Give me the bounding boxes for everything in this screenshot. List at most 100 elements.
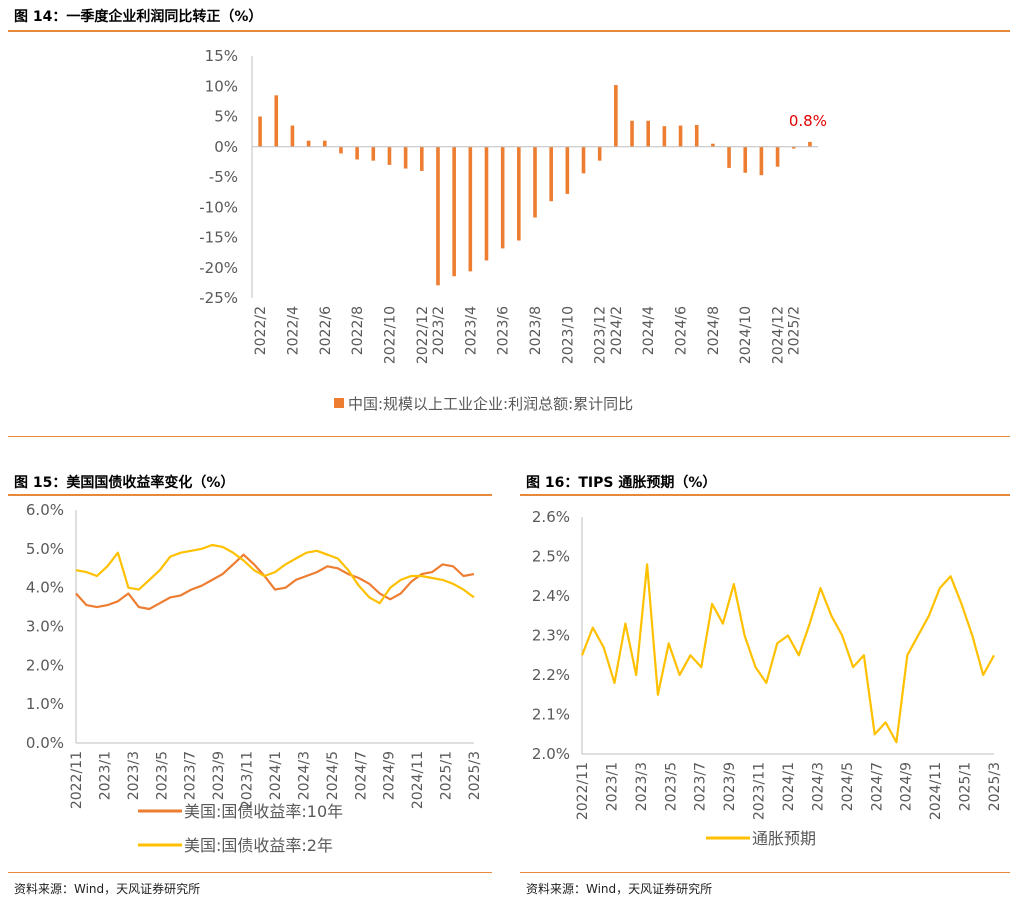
- fig15-ytick-label: 0.0%: [26, 734, 64, 752]
- fig15-xtick-label: 2024/3: [296, 751, 312, 800]
- fig14-bar: [533, 146, 537, 218]
- fig14-bar: [484, 146, 489, 261]
- fig16-ytick-label: 2.2%: [532, 666, 570, 684]
- fig14-xtick-label: 2023/12: [593, 306, 609, 364]
- fig14-legend-swatch: [334, 398, 344, 408]
- fig14-bar: [581, 146, 586, 174]
- fig14-xtick-label: 2023/4: [463, 306, 479, 355]
- fig14-ytick-label: 0%: [214, 138, 238, 156]
- fig14-ytick-label: 5%: [214, 108, 238, 126]
- fig14-bar: [420, 146, 424, 171]
- fig15-xtick-label: 2023/7: [183, 751, 199, 800]
- fig15-ytick-label: 5.0%: [26, 540, 64, 558]
- fig15-top-rule: [8, 494, 492, 496]
- fig16-ytick-label: 2.4%: [532, 587, 570, 605]
- fig16-xtick-label: 2024/9: [899, 762, 915, 811]
- fig14-ytick-label: -10%: [199, 198, 238, 216]
- fig14-bar: [500, 146, 505, 249]
- fig16-ytick-label: 2.3%: [532, 627, 570, 645]
- fig14-bar: [711, 143, 715, 147]
- fig14-bar: [306, 140, 311, 147]
- fig15-xtick-label: 2024/11: [410, 751, 426, 809]
- fig16-xtick-label: 2024/7: [869, 762, 885, 811]
- fig15-xtick-label: 2024/7: [353, 751, 369, 800]
- fig15-legend-label: 美国:国债收益率:10年: [184, 802, 343, 821]
- fig16-source: 资料来源：Wind，天风证券研究所: [526, 882, 713, 896]
- fig14-ytick-label: -15%: [199, 229, 238, 247]
- fig14-bottom-rule: [8, 436, 1010, 437]
- fig15-xtick-label: 2024/5: [325, 751, 341, 800]
- fig16-series-line: [580, 563, 995, 744]
- fig14-xtick-label: 2024/12: [771, 306, 787, 364]
- fig14-title: 图 14：一季度企业利润同比转正（%）: [14, 9, 263, 25]
- fig15-bottom-rule: [8, 872, 492, 873]
- fig16-top-rule: [520, 494, 1010, 496]
- fig15-xtick-label: 2024/9: [382, 751, 398, 800]
- fig14-bar: [436, 146, 440, 286]
- fig14-xtick-label: 2022/6: [318, 306, 334, 355]
- fig15-xtick-label: 2023/9: [211, 751, 227, 800]
- fig15-xtick-label: 2023/11: [240, 751, 256, 809]
- fig14-xtick-label: 2022/10: [382, 306, 398, 364]
- fig14-bar: [630, 120, 634, 147]
- fig16-xtick-label: 2023/1: [604, 762, 620, 811]
- fig14-ytick-label: 10%: [205, 77, 238, 95]
- fig14-bar: [614, 85, 618, 147]
- fig16-ytick-label: 2.5%: [532, 548, 570, 566]
- fig16-xtick-label: 2024/5: [840, 762, 856, 811]
- fig14-xtick-label: 2022/8: [350, 306, 366, 355]
- fig14-bar: [452, 146, 456, 277]
- fig14-xtick-label: 2023/8: [528, 306, 544, 355]
- fig14-bar: [339, 146, 343, 154]
- fig16-title: 图 16：TIPS 通胀预期（%）: [526, 475, 717, 491]
- fig14-bar: [694, 124, 699, 147]
- fig14-bar: [565, 146, 570, 194]
- fig14-xtick-label: 2024/8: [706, 306, 722, 355]
- fig15-ytick-label: 3.0%: [26, 618, 64, 636]
- fig14-bar: [743, 146, 748, 173]
- fig14-bar: [678, 125, 683, 147]
- fig14-bar: [290, 125, 295, 147]
- fig16-bottom-rule: [520, 872, 1010, 873]
- fig14-bar: [387, 146, 392, 165]
- fig14-bar: [597, 146, 602, 161]
- fig14-bar: [258, 116, 262, 147]
- fig15-xtick-label: 2025/3: [467, 751, 483, 800]
- fig15-source: 资料来源：Wind，天风证券研究所: [14, 882, 201, 896]
- fig14-ytick-label: -25%: [199, 289, 238, 307]
- fig14-bar: [371, 146, 376, 161]
- fig16-ytick-label: 2.0%: [532, 745, 570, 763]
- fig14-ytick-label: -5%: [209, 168, 238, 186]
- fig14-bar: [775, 146, 780, 167]
- fig15-ytick-label: 2.0%: [26, 656, 64, 674]
- fig14-xtick-label: 2022/4: [285, 306, 301, 355]
- fig16-ytick-label: 2.1%: [532, 706, 570, 724]
- fig14-top-rule: [8, 30, 1010, 32]
- fig15-xtick-label: 2025/1: [439, 751, 455, 800]
- fig14-xtick-label: 2024/6: [674, 306, 690, 355]
- fig14-bar: [517, 146, 521, 241]
- fig16-xtick-label: 2023/3: [634, 762, 650, 811]
- fig14-bar: [403, 146, 408, 169]
- fig14-bar: [274, 95, 279, 147]
- fig15-xtick-label: 2023/5: [154, 751, 170, 800]
- fig16-xtick-label: 2023/11: [752, 762, 768, 820]
- fig14-xtick-label: 2024/4: [641, 306, 657, 355]
- fig14-legend-label: 中国:规模以上工业企业:利润总额:累计同比: [348, 395, 633, 413]
- fig14-xtick-label: 2023/6: [496, 306, 512, 355]
- fig16-xtick-label: 2023/9: [722, 762, 738, 811]
- fig14-xtick-label: 2024/2: [609, 306, 625, 355]
- fig15-ytick-label: 1.0%: [26, 695, 64, 713]
- fig15-title: 图 15：美国国债收益率变化（%）: [14, 475, 235, 491]
- fig14-xtick-label: 2022/2: [253, 306, 269, 355]
- fig14-ytick-label: -20%: [199, 259, 238, 277]
- fig15-ytick-label: 6.0%: [26, 501, 64, 519]
- fig15-xtick-label: 2023/3: [126, 751, 142, 800]
- fig14-xtick-label: 2023/10: [560, 306, 576, 364]
- fig16-xtick-label: 2023/7: [693, 762, 709, 811]
- fig14-bar: [759, 146, 764, 176]
- fig15-series-line: [75, 553, 475, 611]
- fig14-xtick-label: 2024/10: [738, 306, 754, 364]
- fig16-xtick-label: 2024/3: [810, 762, 826, 811]
- fig14-bar: [791, 146, 796, 149]
